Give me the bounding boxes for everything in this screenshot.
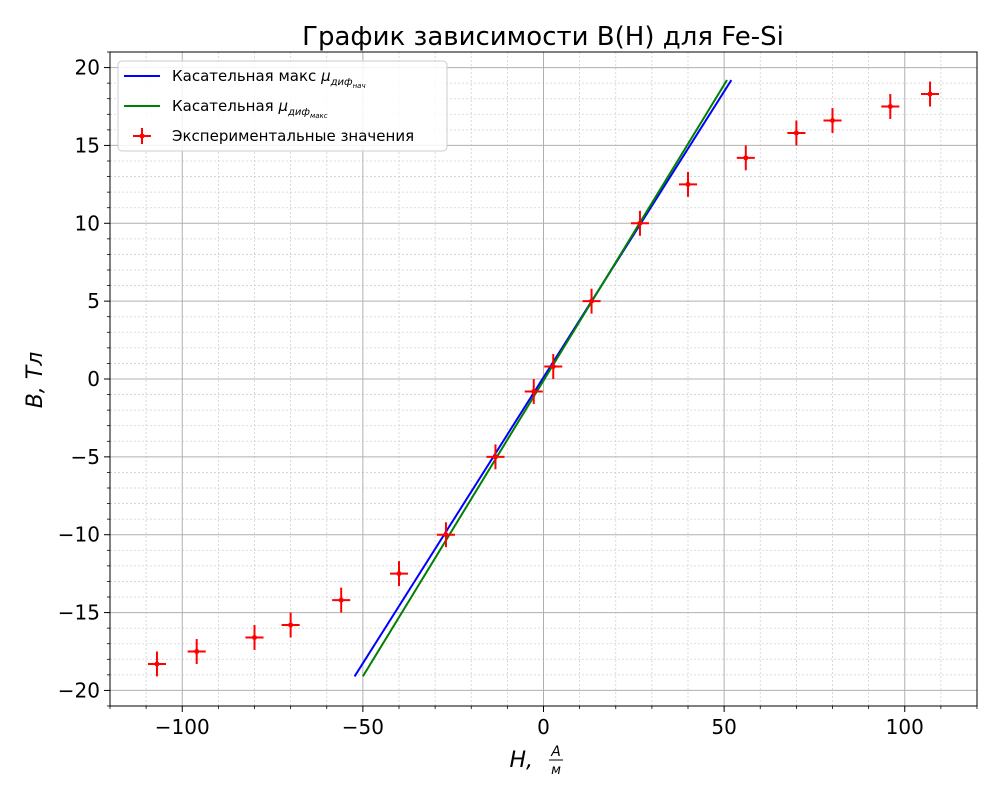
data-marker [531, 388, 537, 394]
y-tick-label: −20 [58, 678, 100, 702]
legend-marker-dot [139, 133, 145, 139]
data-point [245, 625, 264, 650]
data-marker [743, 155, 749, 161]
y-tick-label: 15 [75, 133, 100, 157]
data-marker [637, 220, 643, 226]
y-tick-label: 5 [87, 289, 100, 313]
data-marker [338, 597, 344, 603]
data-marker [492, 454, 498, 460]
data-marker [154, 661, 160, 667]
legend-label-tangent-max: Касательная μдифмакс [172, 97, 328, 120]
data-marker [793, 130, 799, 136]
x-axis-label-main: H, [509, 748, 533, 773]
data-point [823, 108, 842, 133]
data-marker [589, 298, 595, 304]
data-marker [194, 649, 200, 654]
data-marker [685, 181, 691, 187]
tangent-line-initial [353, 79, 733, 677]
x-tick-label: −100 [155, 715, 210, 739]
data-point [678, 171, 698, 197]
legend-box [117, 60, 448, 152]
x-tick-label: 50 [711, 715, 736, 739]
y-tick-label: 10 [75, 211, 100, 235]
data-marker [887, 104, 893, 109]
data-point [187, 639, 206, 664]
y-tick-label: −15 [58, 601, 100, 625]
x-axis-label: H, A м [509, 744, 563, 778]
tangent-line-max [362, 79, 728, 677]
data-point [736, 145, 755, 171]
legend-label-tangent-initial: Касательная макс μдифнач [172, 67, 366, 90]
data-point [787, 120, 806, 146]
legend-swatch-experimental [133, 128, 151, 144]
data-point [582, 288, 601, 314]
data-point [630, 210, 649, 236]
y-tick-label: −5 [71, 445, 100, 469]
data-point [524, 379, 543, 404]
data-marker [252, 634, 257, 640]
data-marker [443, 532, 449, 538]
x-tick-label: −50 [342, 715, 384, 739]
data-point [881, 94, 900, 119]
data-marker [927, 91, 933, 97]
data-point [544, 354, 563, 379]
data-point [436, 522, 455, 548]
data-point [147, 651, 166, 677]
data-marker [288, 622, 294, 628]
x-tick-label: 0 [537, 715, 550, 739]
x-tick-label: 100 [886, 715, 924, 739]
y-tick-label: 0 [87, 367, 100, 391]
plot-data [147, 79, 940, 677]
legend-label-experimental: Экспериментальные значения [172, 127, 414, 145]
data-point [332, 587, 351, 613]
data-marker [550, 364, 556, 370]
data-point [281, 612, 300, 638]
data-marker [830, 118, 835, 124]
data-marker [396, 571, 402, 577]
chart-title: График зависимости B(H) для Fe-Si [302, 22, 784, 52]
data-point [486, 444, 505, 470]
y-tick-label: −10 [58, 523, 100, 547]
x-axis-label-numerator: A [550, 744, 561, 760]
x-axis-label-denominator: м [551, 763, 561, 778]
y-tick-label: 20 [75, 56, 100, 80]
legend: Касательная макс μдифнач Касательная μди… [117, 60, 448, 152]
data-point [921, 81, 940, 107]
y-axis-label: B, Тл [23, 352, 48, 409]
data-point [389, 561, 409, 587]
